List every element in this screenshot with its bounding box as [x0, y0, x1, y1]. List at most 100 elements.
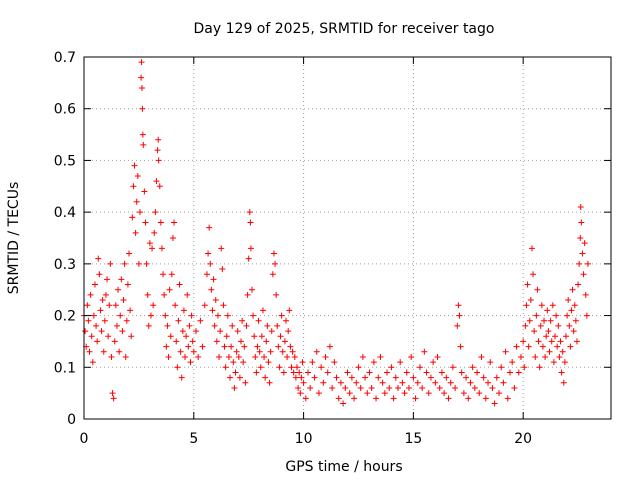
data-point — [277, 333, 284, 340]
data-point — [498, 364, 505, 371]
data-point — [572, 317, 579, 324]
data-point — [216, 353, 223, 360]
data-point — [412, 395, 419, 402]
data-point — [176, 281, 183, 288]
data-point — [210, 276, 217, 283]
data-point — [567, 343, 574, 350]
data-point — [142, 219, 149, 226]
data-point — [110, 395, 117, 402]
data-point — [197, 317, 204, 324]
data-point — [291, 353, 298, 360]
data-point — [565, 297, 572, 304]
data-point — [292, 374, 299, 381]
data-point — [240, 359, 247, 366]
data-point — [524, 281, 531, 288]
data-point — [274, 322, 281, 329]
data-point — [465, 395, 472, 402]
data-point — [190, 348, 197, 355]
data-point — [281, 338, 288, 345]
data-point — [545, 328, 552, 335]
data-point — [454, 322, 461, 329]
data-point — [419, 384, 426, 391]
data-point — [180, 307, 187, 314]
data-point — [530, 271, 537, 278]
data-point — [93, 322, 100, 329]
data-point — [561, 359, 568, 366]
data-point — [218, 245, 225, 252]
data-point — [527, 297, 534, 304]
data-point — [536, 364, 543, 371]
chart-title: Day 129 of 2025, SRMTID for receiver tag… — [194, 21, 495, 37]
data-point — [432, 379, 439, 386]
data-point — [542, 353, 549, 360]
data-point — [263, 338, 270, 345]
data-point — [151, 229, 158, 236]
data-point — [576, 260, 583, 267]
data-point — [272, 260, 279, 267]
data-point — [460, 390, 467, 397]
data-point — [441, 390, 448, 397]
data-point — [296, 369, 303, 376]
data-point — [239, 317, 246, 324]
data-point — [554, 343, 561, 350]
data-point — [232, 369, 239, 376]
y-axis-label: SRMTID / TECUs — [6, 182, 22, 295]
data-point — [154, 147, 161, 154]
data-point — [243, 322, 250, 329]
data-point — [109, 390, 116, 397]
data-point — [541, 317, 548, 324]
data-point — [270, 250, 277, 257]
data-point — [228, 343, 235, 350]
data-point — [568, 307, 575, 314]
data-point — [163, 343, 170, 350]
data-point — [185, 343, 192, 350]
data-point — [532, 353, 539, 360]
data-point — [288, 364, 295, 371]
data-point — [485, 379, 492, 386]
data-point — [452, 384, 459, 391]
data-point — [552, 333, 559, 340]
data-point — [502, 348, 509, 355]
data-point — [331, 359, 338, 366]
data-point — [214, 312, 221, 319]
data-point — [526, 317, 533, 324]
data-point — [174, 364, 181, 371]
data-point — [150, 302, 157, 309]
data-point — [252, 353, 259, 360]
data-point — [458, 369, 465, 376]
data-point — [169, 235, 176, 241]
data-point — [346, 390, 353, 397]
data-point — [195, 353, 202, 360]
data-point — [366, 369, 373, 376]
data-point — [337, 379, 344, 386]
data-point — [555, 322, 562, 329]
data-point — [139, 105, 146, 112]
data-point — [496, 390, 503, 397]
x-tick-label: 0 — [80, 431, 89, 447]
data-point — [266, 379, 273, 386]
data-point — [217, 328, 224, 335]
x-tick-label: 15 — [404, 431, 422, 447]
plot-frame — [83, 56, 612, 420]
data-point — [158, 245, 165, 252]
y-tick-label: 0.7 — [54, 50, 76, 66]
data-point — [155, 157, 162, 164]
data-point — [569, 286, 576, 293]
data-point — [280, 369, 287, 376]
data-point — [102, 291, 109, 298]
data-point — [416, 364, 423, 371]
data-point — [250, 312, 257, 319]
data-point — [322, 353, 329, 360]
y-tick-label: 0.5 — [54, 153, 76, 169]
data-point — [581, 240, 588, 247]
data-point — [82, 328, 89, 335]
data-point — [410, 374, 417, 381]
data-point — [399, 379, 406, 386]
data-point — [118, 276, 125, 283]
data-point — [247, 219, 254, 226]
data-point — [134, 172, 141, 179]
data-point — [538, 302, 545, 309]
data-point — [273, 291, 280, 298]
data-point — [570, 328, 577, 335]
data-point — [370, 359, 377, 366]
